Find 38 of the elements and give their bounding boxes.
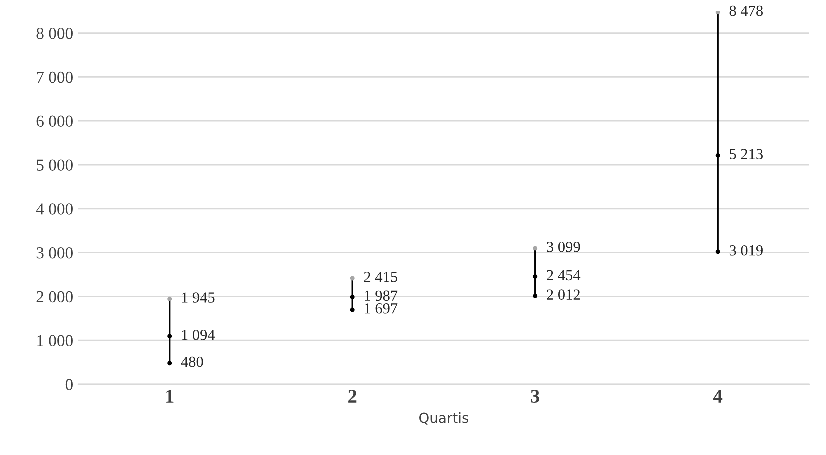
y-tick-label: 5 000	[37, 160, 73, 171]
point	[716, 250, 720, 254]
point	[350, 295, 355, 300]
data-label: 8 478	[730, 6, 764, 16]
data-label: 480	[181, 356, 204, 368]
point	[716, 153, 720, 158]
data-label: 2 454	[547, 270, 581, 281]
point	[350, 276, 355, 281]
x-tick-label: 4	[714, 390, 723, 403]
point	[168, 361, 172, 366]
x-tick-label: 1	[166, 390, 174, 403]
y-tick-label: 3 000	[36, 247, 73, 259]
data-label: 1 094	[182, 330, 216, 340]
y-tick-label: 6 000	[36, 116, 73, 128]
data-label: 1 697	[365, 304, 398, 314]
data-label: 2 415	[364, 272, 398, 282]
x-tick-label: 2	[348, 390, 357, 403]
point	[168, 334, 172, 339]
point	[350, 308, 355, 312]
y-tick-label: 2 000	[36, 291, 73, 303]
y-tick-label: 0	[66, 379, 73, 390]
data-label: 3 019	[730, 245, 763, 256]
data-label: 1 987	[365, 290, 398, 302]
data-label: 3 099	[547, 242, 580, 252]
data-label: 5 213	[730, 149, 763, 160]
y-tick-label: 1 000	[38, 335, 73, 347]
y-tick-label: 4 000	[36, 204, 73, 215]
point	[533, 294, 538, 298]
x-tick-label: 3	[531, 390, 540, 404]
y-tick-label: 8 000	[36, 28, 73, 40]
point	[533, 274, 538, 280]
x-axis-title: Quartis	[420, 412, 469, 425]
point	[716, 11, 720, 15]
data-label: 1 945	[182, 292, 215, 303]
point	[168, 296, 172, 302]
y-tick-label: 7 000	[37, 72, 73, 84]
point	[533, 246, 538, 251]
data-label: 2 012	[547, 290, 580, 300]
